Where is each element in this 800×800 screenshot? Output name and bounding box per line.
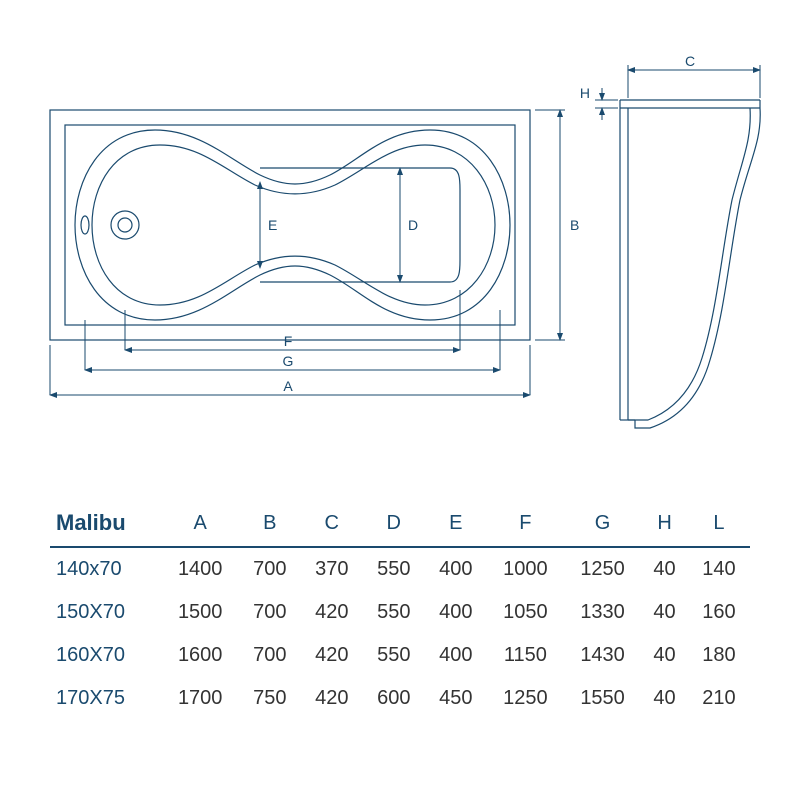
side-view (620, 100, 760, 428)
dim-label-b: B (570, 217, 579, 233)
value-cell: 420 (301, 677, 363, 720)
value-cell: 400 (425, 634, 487, 677)
value-cell: 40 (641, 677, 688, 720)
table-row: 150X7015007004205504001050133040160 (50, 591, 750, 634)
drain-outer (111, 211, 139, 239)
size-cell: 170X75 (50, 677, 162, 720)
dimensions-table: Malibu A B C D E F G H L 140x70140070037… (50, 500, 750, 720)
col-h: H (641, 500, 688, 547)
value-cell: 1550 (564, 677, 641, 720)
overflow-hole (81, 216, 89, 234)
tub-basin-outer (75, 130, 510, 320)
spec-table: Malibu A B C D E F G H L 140x70140070037… (50, 500, 750, 720)
dim-label-c: C (685, 53, 695, 69)
col-e: E (425, 500, 487, 547)
product-name-header: Malibu (50, 500, 162, 547)
table-header-row: Malibu A B C D E F G H L (50, 500, 750, 547)
value-cell: 1430 (564, 634, 641, 677)
value-cell: 40 (641, 634, 688, 677)
value-cell: 1330 (564, 591, 641, 634)
value-cell: 160 (688, 591, 750, 634)
value-cell: 1150 (487, 634, 564, 677)
dim-label-d: D (408, 217, 418, 233)
col-f: F (487, 500, 564, 547)
value-cell: 210 (688, 677, 750, 720)
col-d: D (363, 500, 425, 547)
page: E D F G A B (0, 0, 800, 800)
col-c: C (301, 500, 363, 547)
value-cell: 400 (425, 591, 487, 634)
table-body: 140x7014007003705504001000125040140150X7… (50, 547, 750, 720)
seat-area (260, 168, 460, 282)
value-cell: 450 (425, 677, 487, 720)
dim-label-g: G (283, 353, 294, 369)
technical-drawing: E D F G A B (30, 50, 770, 470)
value-cell: 1600 (162, 634, 239, 677)
drawing-svg: E D F G A B (30, 50, 770, 470)
dim-label-e: E (268, 217, 277, 233)
drain-inner (118, 218, 132, 232)
value-cell: 1250 (564, 547, 641, 591)
table-row: 170X7517007504206004501250155040210 (50, 677, 750, 720)
col-g: G (564, 500, 641, 547)
value-cell: 40 (641, 591, 688, 634)
value-cell: 700 (239, 634, 301, 677)
dim-label-h: H (580, 85, 590, 101)
dim-label-f: F (284, 333, 293, 349)
tub-basin-inner (92, 145, 495, 305)
col-a: A (162, 500, 239, 547)
value-cell: 420 (301, 634, 363, 677)
value-cell: 180 (688, 634, 750, 677)
dim-label-a: A (283, 378, 293, 394)
value-cell: 420 (301, 591, 363, 634)
table-row: 140x7014007003705504001000125040140 (50, 547, 750, 591)
value-cell: 550 (363, 591, 425, 634)
col-b: B (239, 500, 301, 547)
value-cell: 600 (363, 677, 425, 720)
value-cell: 140 (688, 547, 750, 591)
table-row: 160X7016007004205504001150143040180 (50, 634, 750, 677)
value-cell: 1050 (487, 591, 564, 634)
top-view-outer (50, 110, 530, 340)
value-cell: 1500 (162, 591, 239, 634)
size-cell: 140x70 (50, 547, 162, 591)
value-cell: 1700 (162, 677, 239, 720)
col-l: L (688, 500, 750, 547)
value-cell: 550 (363, 634, 425, 677)
value-cell: 40 (641, 547, 688, 591)
value-cell: 550 (363, 547, 425, 591)
value-cell: 1250 (487, 677, 564, 720)
size-cell: 150X70 (50, 591, 162, 634)
value-cell: 1000 (487, 547, 564, 591)
value-cell: 700 (239, 591, 301, 634)
value-cell: 400 (425, 547, 487, 591)
value-cell: 700 (239, 547, 301, 591)
value-cell: 750 (239, 677, 301, 720)
value-cell: 370 (301, 547, 363, 591)
size-cell: 160X70 (50, 634, 162, 677)
value-cell: 1400 (162, 547, 239, 591)
